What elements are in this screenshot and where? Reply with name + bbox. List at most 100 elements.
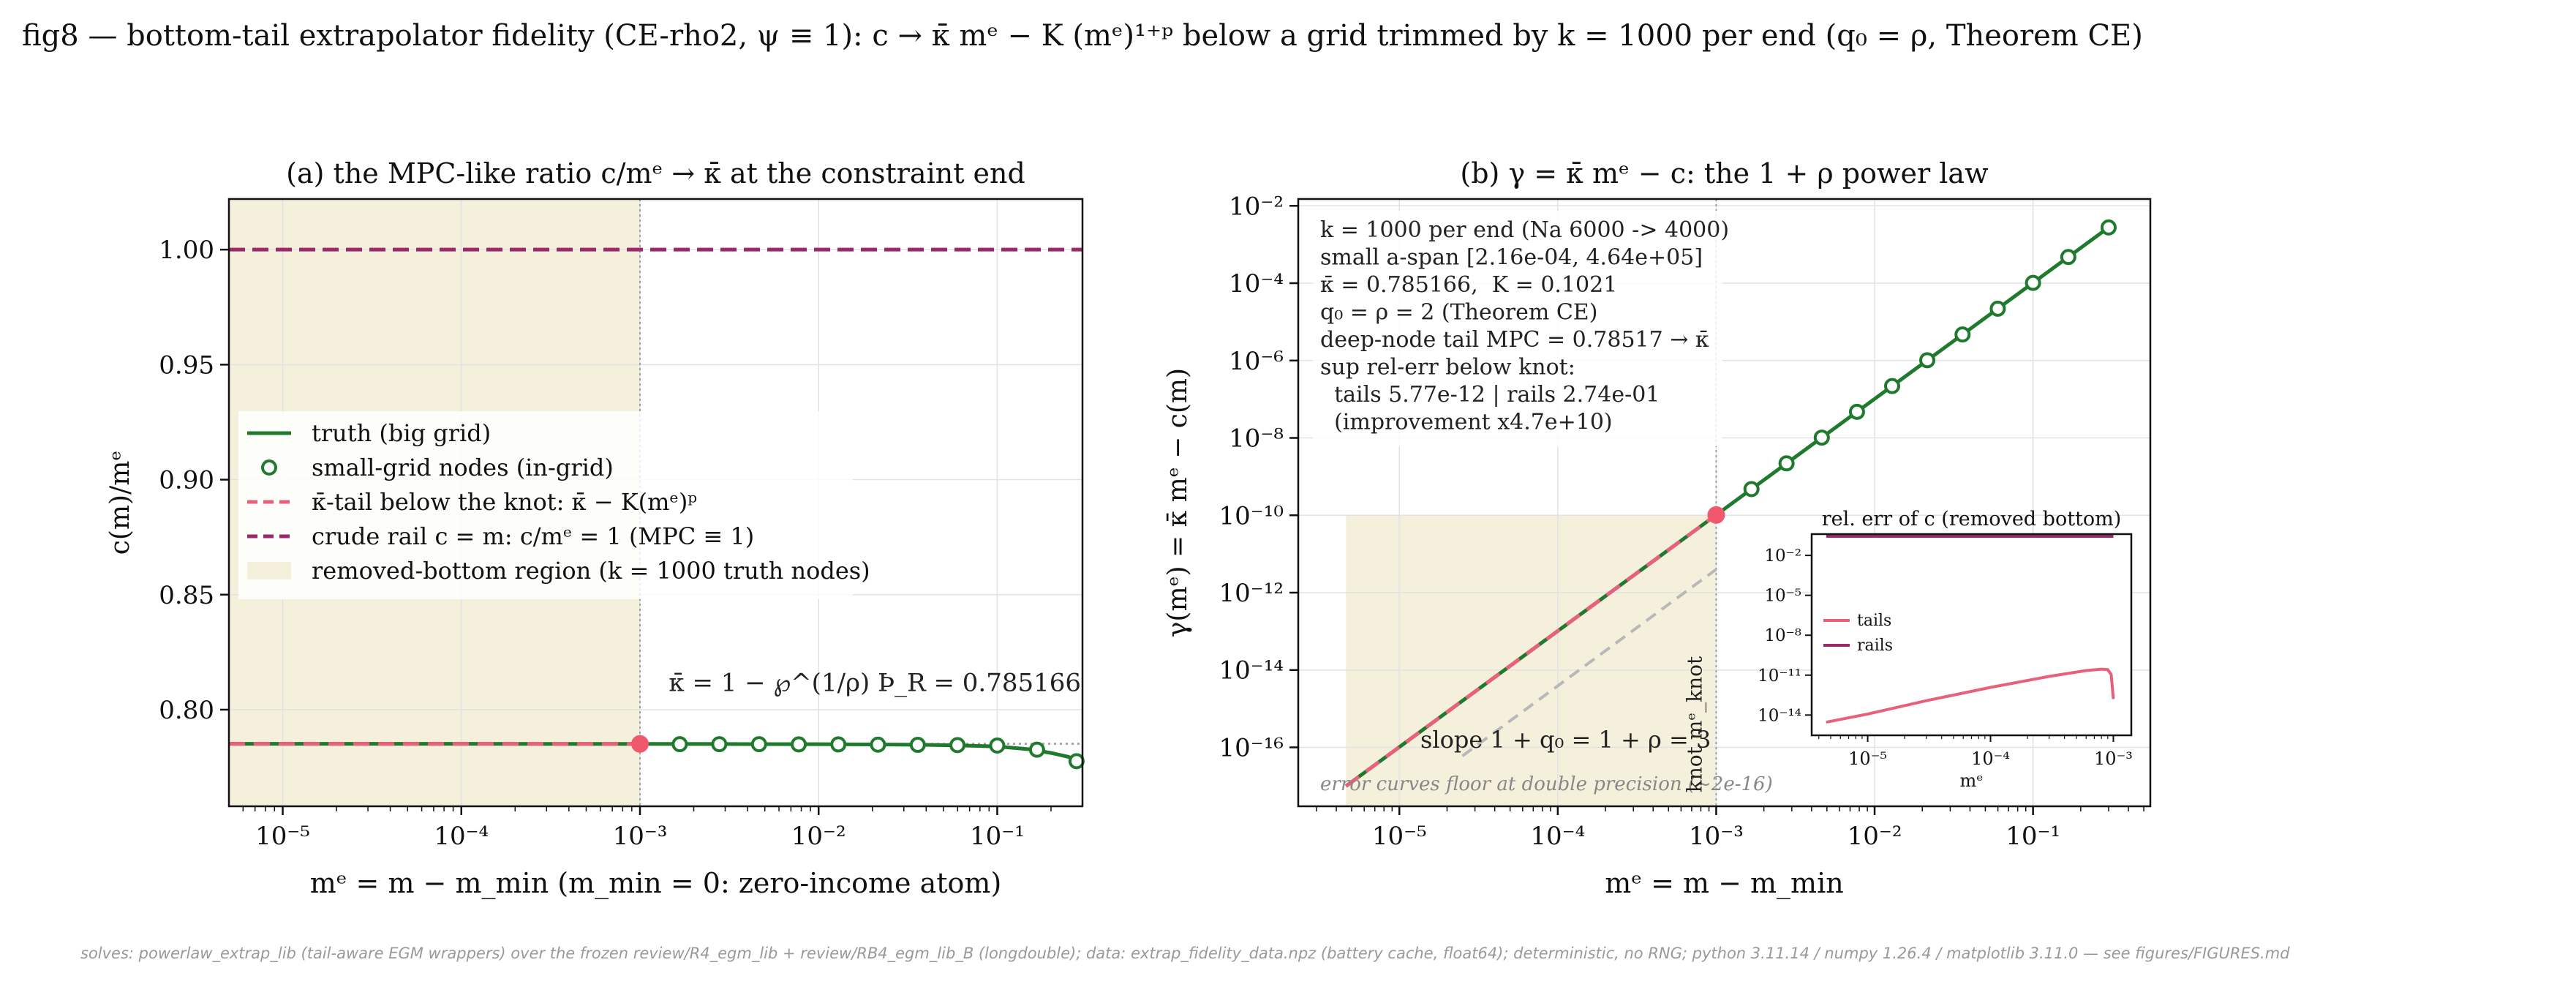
x-tick-label: 10⁻¹ xyxy=(970,822,1025,851)
node-marker xyxy=(1883,378,1900,394)
panel-b-x-ticks: 10⁻⁵ 10⁻⁴ 10⁻³ 10⁻² 10⁻¹ xyxy=(1316,806,2144,851)
info-line: sup rel-err below knot: xyxy=(1320,355,1575,380)
inset-x-axis-label: mᵉ xyxy=(1959,770,1983,791)
node-marker xyxy=(2060,249,2076,266)
figure-footer: solves: powerlaw_extrap_lib (tail-aware … xyxy=(80,945,2290,963)
figure-suptitle: fig8 — bottom-tail extrapolator fidelity… xyxy=(22,19,2143,53)
panel-b-chart: 10⁻⁵ 10⁻⁴ 10⁻³ 10⁻² 10⁻¹ 10⁻¹⁶10⁻¹⁴10⁻¹²10⁻¹… xyxy=(1163,157,2152,900)
inset-tails-curve xyxy=(1826,667,2115,724)
legend-entry-truth: truth (big grid) xyxy=(312,419,491,447)
y-tick-label: 10⁻⁴ xyxy=(1229,269,1284,299)
y-tick-label: 10⁻¹² xyxy=(1219,579,1284,608)
kappa-bar-annotation: κ̄ = 1 − ℘^(1/ρ) Þ_R = 0.785166 xyxy=(669,669,1081,698)
node-marker xyxy=(989,738,1006,754)
x-tick-label: 10⁻⁴ xyxy=(1530,822,1585,851)
panel-b-x-axis-label: mᵉ = m − m_min xyxy=(1605,867,1843,900)
small-grid-nodes xyxy=(671,736,1085,770)
y-tick-label: 10⁻⁸ xyxy=(1229,424,1284,454)
slope-guide-line xyxy=(1461,568,1717,757)
inset-y-ticks: 10⁻¹⁴ 10⁻¹¹ 10⁻⁸ 10⁻⁵ 10⁻² xyxy=(1758,547,1812,725)
node-marker xyxy=(750,736,767,753)
info-line: (improvement x4.7e+10) xyxy=(1320,410,1613,435)
panel-a-y-axis-label: c(m)/mᵉ xyxy=(105,451,135,555)
y-tick-label: 10⁻¹⁴ xyxy=(1758,706,1801,725)
panel-b-y-ticks: 10⁻¹⁶ 10⁻¹⁴ 10⁻¹² 10⁻¹⁰ 10⁻⁸ 10⁻⁶ 10⁻⁴ 10⁻² xyxy=(1219,192,1298,762)
y-tick-label: 10⁻² xyxy=(1229,192,1284,221)
legend-swatch-nodes xyxy=(261,459,277,476)
node-marker xyxy=(791,736,807,753)
y-tick-label: 10⁻¹⁴ xyxy=(1219,656,1284,686)
panel-b-frame xyxy=(1297,198,2152,808)
x-tick-label: 10⁻⁴ xyxy=(1971,748,2010,769)
panel-b-title: (b) γ = κ̄ mᵉ − c: the 1 + ρ power law xyxy=(1460,157,1989,189)
panel-a-legend: truth (big grid) small-grid nodes (in-gr… xyxy=(238,411,870,599)
panel-b-y-axis-label: γ(mᵉ) = κ̄ mᵉ − c(m) xyxy=(1163,368,1193,637)
y-tick-label: 0.85 xyxy=(159,581,214,610)
info-line: small a-span [2.16e-04, 4.64e+05] xyxy=(1320,245,1703,271)
info-line: k = 1000 per end (Na 6000 -> 4000) xyxy=(1320,217,1729,243)
knot-marker xyxy=(1707,506,1725,524)
node-marker xyxy=(1989,300,2006,317)
node-marker xyxy=(1919,352,1936,369)
y-tick-label: 1.00 xyxy=(159,236,214,265)
info-line: deep-node tail MPC = 0.78517 → κ̄ xyxy=(1320,327,1709,353)
node-marker xyxy=(909,737,926,754)
legend-entry-tail: κ̄-tail below the knot: κ̄ − K(mᵉ)ᵖ xyxy=(312,488,697,516)
info-line: κ̄ = 0.785166, K = 0.1021 xyxy=(1320,272,1617,298)
node-marker xyxy=(1743,481,1760,498)
inset-background xyxy=(1812,534,2131,735)
knot-label: knot mᵉ_knot xyxy=(1682,656,1706,792)
node-marker xyxy=(2025,274,2041,291)
y-tick-label: 10⁻¹⁰ xyxy=(1219,501,1284,530)
inset-legend-entry-tails: tails xyxy=(1857,612,1891,630)
x-tick-label: 10⁻⁵ xyxy=(1848,748,1887,769)
info-box: k = 1000 per end (Na 6000 -> 4000) small… xyxy=(1313,211,1729,446)
node-marker xyxy=(711,736,728,753)
info-line: tails 5.77e-12 | rails 2.74e-01 xyxy=(1320,382,1660,408)
panel-a-chart: 10⁻⁵ 10⁻⁴ 10⁻³ 10⁻² 10⁻¹ 0.80 0.85 0.90 0.95 1.0… xyxy=(105,157,1085,900)
small-grid-nodes xyxy=(1743,219,2117,498)
x-tick-label: 10⁻¹ xyxy=(2006,822,2060,851)
node-marker xyxy=(949,737,966,754)
y-tick-label: 10⁻⁶ xyxy=(1229,347,1284,376)
node-marker xyxy=(2100,219,2117,236)
panel-a-y-ticks: 0.80 0.85 0.90 0.95 1.00 xyxy=(159,236,229,725)
node-marker xyxy=(1028,741,1045,758)
x-tick-label: 10⁻⁵ xyxy=(1372,822,1427,851)
node-marker xyxy=(830,736,847,753)
kappa-tail-curve xyxy=(1344,513,1717,788)
inset-title: rel. err of c (removed bottom) xyxy=(1822,508,2122,530)
legend-swatch-region xyxy=(247,562,291,579)
y-tick-label: 10⁻¹⁶ xyxy=(1219,733,1284,762)
y-tick-label: 10⁻⁸ xyxy=(1764,626,1801,645)
y-tick-label: 10⁻² xyxy=(1764,547,1801,566)
slope-annotation: slope 1 + q₀ = 1 + ρ = 3 xyxy=(1420,726,1711,754)
x-tick-label: 10⁻² xyxy=(791,822,846,851)
panel-a-x-ticks: 10⁻⁵ 10⁻⁴ 10⁻³ 10⁻² 10⁻¹ xyxy=(242,806,1052,851)
precision-floor-note: error curves floor at double precision (… xyxy=(1320,773,1773,795)
node-marker xyxy=(1813,429,1830,446)
node-marker xyxy=(1848,403,1865,420)
x-tick-label: 10⁻³ xyxy=(613,822,668,851)
x-tick-label: 10⁻⁴ xyxy=(434,822,489,851)
panel-a-frame xyxy=(227,198,1084,808)
y-tick-label: 0.80 xyxy=(159,696,214,725)
info-box-background xyxy=(1313,211,1722,446)
info-line: q₀ = ρ = 2 (Theorem CE) xyxy=(1320,300,1597,326)
legend-entry-rail: crude rail c = m: c/mᵉ = 1 (MPC ≡ 1) xyxy=(312,522,754,550)
inset-legend-entry-rails: rails xyxy=(1857,637,1893,655)
y-tick-label: 0.90 xyxy=(159,466,214,495)
x-tick-label: 10⁻³ xyxy=(2094,748,2133,769)
removed-bottom-region xyxy=(1346,514,1717,806)
y-tick-label: 0.95 xyxy=(159,350,214,380)
knot-marker xyxy=(630,735,649,753)
panel-a-x-axis-label: mᵉ = m − m_min (m_min = 0: zero-income a… xyxy=(310,867,1002,900)
inset-x-ticks: 10⁻⁵ 10⁻⁴ 10⁻³ xyxy=(1818,735,2133,769)
x-tick-label: 10⁻³ xyxy=(1689,822,1744,851)
legend-entry-region: removed-bottom region (k = 1000 truth no… xyxy=(312,557,870,585)
node-marker xyxy=(1068,753,1085,770)
legend-entry-nodes: small-grid nodes (in-grid) xyxy=(312,454,614,481)
node-marker xyxy=(1778,455,1795,472)
y-tick-label: 10⁻⁵ xyxy=(1764,587,1801,606)
